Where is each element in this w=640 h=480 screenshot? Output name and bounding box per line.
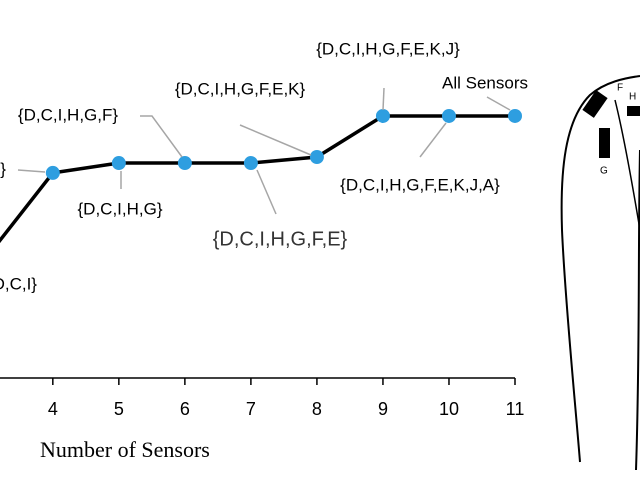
x-tick-label: 5 xyxy=(114,399,124,419)
annotation: {D,C,I,H,G,F,E} xyxy=(213,228,348,250)
x-tick-label: 8 xyxy=(312,399,322,419)
annotation: {D,C,I,H,G,F,E,K,J,A} xyxy=(340,175,500,194)
leader-line xyxy=(256,169,277,215)
annotation: All Sensors xyxy=(442,73,528,92)
annotation: {D,C,I,H,G,F,E,K} xyxy=(175,79,306,98)
point xyxy=(45,165,60,180)
point xyxy=(375,108,390,123)
point xyxy=(441,108,456,123)
point xyxy=(177,156,192,171)
annotation: {D,C,I,H,G} xyxy=(77,199,162,218)
x-tick-label: 6 xyxy=(180,399,190,419)
x-tick-label: 10 xyxy=(439,399,459,419)
arm-crease xyxy=(614,99,640,231)
sensor-h xyxy=(627,106,640,116)
annotation: {D,C,I} xyxy=(0,274,37,293)
x-tick-label: 4 xyxy=(48,399,58,419)
annotation: {D,C,I,H} xyxy=(0,159,6,178)
point xyxy=(111,156,126,171)
annotation: {D,C,I,H,G,F} xyxy=(18,105,118,124)
body-diagram: F H G xyxy=(560,75,640,471)
arm-outline-inner xyxy=(635,149,640,471)
x-axis-label: Number of Sensors xyxy=(40,437,210,462)
sensor-label: F xyxy=(617,83,623,94)
sensor-label: G xyxy=(600,166,608,177)
leader-line xyxy=(419,122,447,158)
leader-line xyxy=(486,96,511,111)
sensor-f xyxy=(582,90,608,118)
leader-line xyxy=(140,115,183,158)
sensor-g xyxy=(599,128,610,158)
x-tick-label: 11 xyxy=(506,399,525,419)
sensor-label: H xyxy=(629,92,636,103)
point xyxy=(309,149,324,164)
x-tick-label: 7 xyxy=(246,399,256,419)
leader-line xyxy=(239,124,312,156)
annotation: {D,C,I,H,G,F,E,K,J} xyxy=(316,39,460,58)
arm-outline xyxy=(560,75,640,463)
leader-line xyxy=(17,169,46,173)
point xyxy=(508,108,522,123)
x-tick-label: 9 xyxy=(378,399,388,419)
leader-line xyxy=(382,87,385,111)
point xyxy=(243,156,258,171)
